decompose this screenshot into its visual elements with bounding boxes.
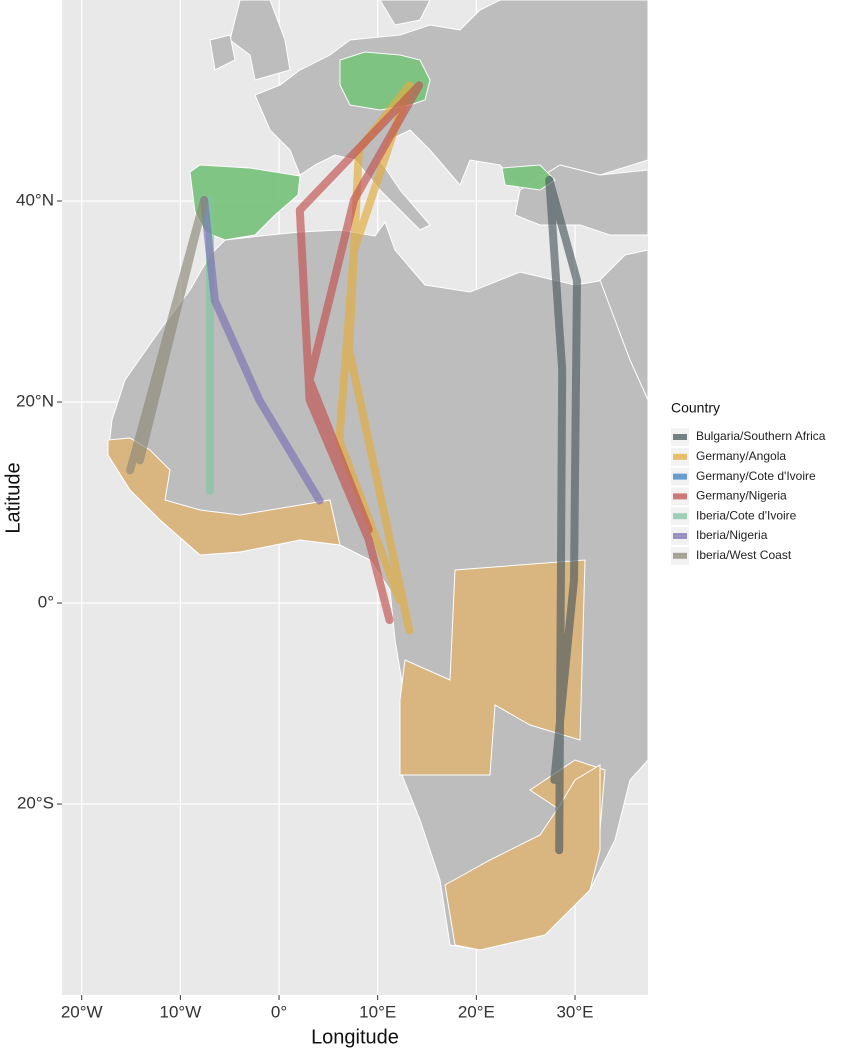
scandinavia <box>379 0 431 26</box>
ireland <box>209 34 236 71</box>
y-axis-title: Latitude <box>2 462 24 533</box>
x-axis-title: Longitude <box>311 1026 399 1048</box>
legend-label: Germany/Angola <box>696 449 786 463</box>
route-line <box>295 81 424 625</box>
basemap <box>107 0 648 951</box>
route-line <box>200 196 324 505</box>
legend-title: Country <box>671 400 720 416</box>
y-tick-label: 20°N <box>16 392 54 411</box>
y-tick-label: 40°N <box>16 190 54 209</box>
legend-label: Iberia/Cote d'Ivoire <box>696 508 797 522</box>
y-tick-label: 20°S <box>17 794 54 813</box>
route-line <box>126 196 209 475</box>
x-tick-label: 20°E <box>458 1002 495 1021</box>
legend-label: Bulgaria/Southern Africa <box>696 429 826 443</box>
x-tick-label: 30°E <box>556 1002 593 1021</box>
x-tick-label: 10°W <box>160 1002 202 1021</box>
legend-label: Germany/Cote d'Ivoire <box>696 469 816 483</box>
x-tick-label: 20°W <box>61 1002 103 1021</box>
legend-label: Iberia/Nigeria <box>696 528 768 542</box>
y-tick-label: 0° <box>38 593 54 612</box>
arabia <box>599 249 648 401</box>
britain <box>229 0 291 81</box>
route-line <box>545 175 581 855</box>
legend-label: Germany/Nigeria <box>696 489 787 503</box>
legend-label: Iberia/West Coast <box>696 548 792 562</box>
west-africa-region <box>107 437 341 556</box>
x-tick-label: 0° <box>271 1002 287 1021</box>
x-tick-label: 10°E <box>359 1002 396 1021</box>
central-africa-region <box>399 559 586 776</box>
germany-region <box>339 51 431 111</box>
